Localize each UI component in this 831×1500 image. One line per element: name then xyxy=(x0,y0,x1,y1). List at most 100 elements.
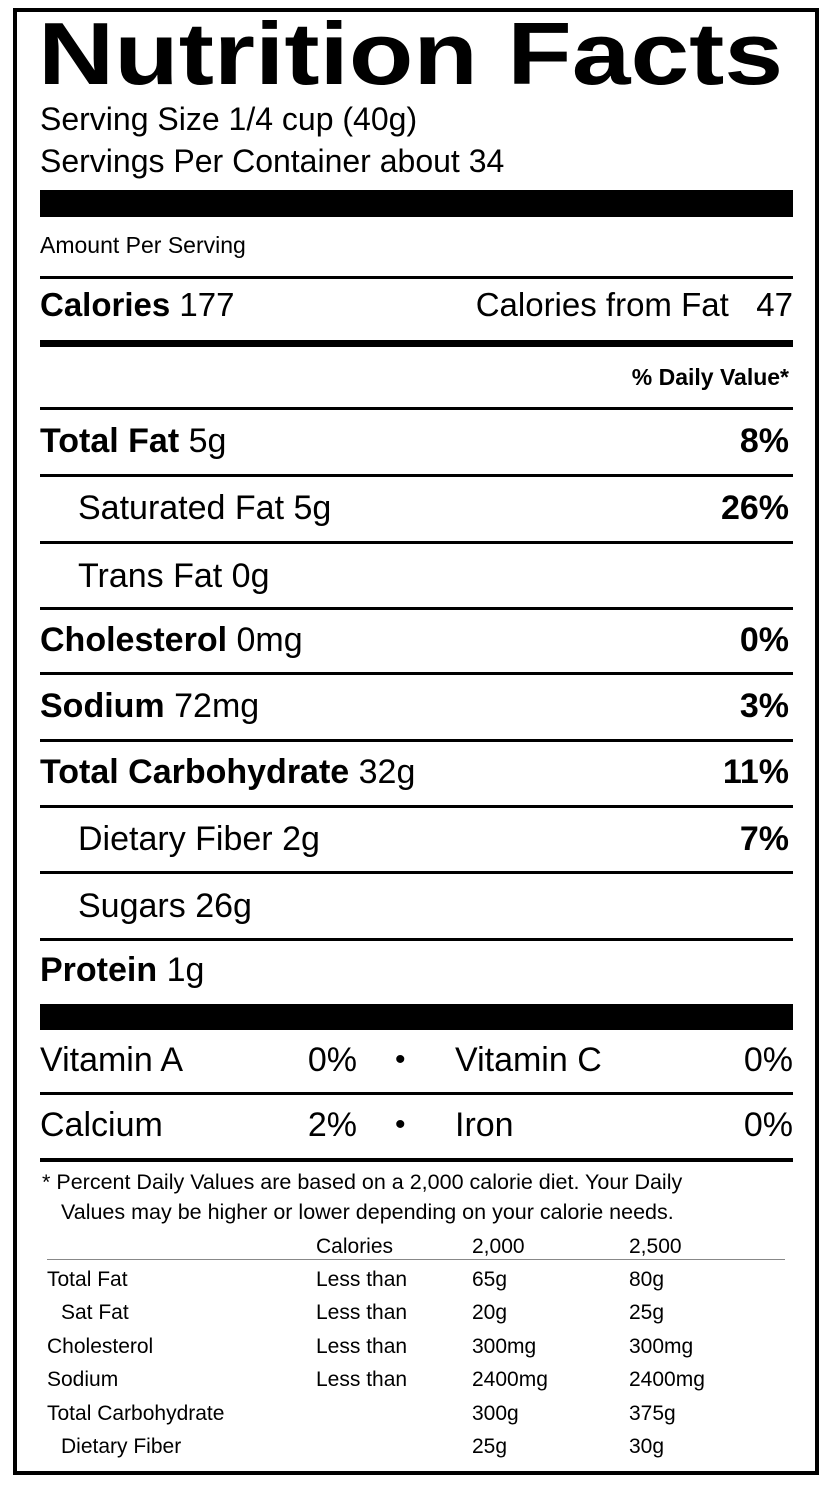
nutrient-amount: 26g xyxy=(195,887,252,925)
table-cell: 300mg xyxy=(472,1334,537,1358)
nutrient-label-group: Sodium 72mg xyxy=(40,686,259,726)
table-cell: 65g xyxy=(472,1268,508,1291)
table-header: 2,500 xyxy=(629,1235,682,1258)
daily-value-percent: 0% xyxy=(739,621,789,659)
divider xyxy=(40,1092,793,1095)
table-row-label: Sodium xyxy=(47,1368,119,1392)
table-cell: Less than xyxy=(316,1268,408,1291)
nutrient-name: Protein xyxy=(40,951,158,989)
table-cell: 2400mg xyxy=(629,1368,705,1392)
nutrient-amount: 0g xyxy=(231,557,270,595)
table-row-label: Dietary Fiber xyxy=(61,1435,182,1458)
nutrient-label-group: Total Fat 5g xyxy=(40,421,226,461)
nutrient-name: Sodium xyxy=(40,687,165,725)
divider xyxy=(40,871,793,874)
nutrient-label-group: Total Carbohydrate 32g xyxy=(40,752,415,792)
table-cell: Less than xyxy=(316,1301,408,1325)
nutrient-row: Sodium 72mg 3% xyxy=(40,686,793,726)
nutrient-name: Trans Fat xyxy=(78,557,223,595)
table-row-label: Total Carbohydrate xyxy=(47,1401,225,1425)
vitamin-value: 0% xyxy=(307,1041,357,1079)
footnote-asterisk: * xyxy=(42,1170,51,1194)
divider xyxy=(40,739,793,742)
thick-divider xyxy=(40,190,793,217)
divider xyxy=(40,805,793,808)
nutrient-name: Dietary Fiber xyxy=(78,820,273,858)
calories-from-fat-label: Calories from Fat xyxy=(475,286,729,323)
serving-size: Serving Size 1/4 cup (40g) xyxy=(40,101,418,137)
table-header: 2,000 xyxy=(472,1235,525,1258)
nutrient-name: Total Fat xyxy=(40,422,180,460)
nutrient-row: Cholesterol 0mg 0% xyxy=(40,620,793,660)
vitamin-label: Calcium xyxy=(40,1106,163,1144)
table-cell: 2400mg xyxy=(472,1368,548,1392)
bullet-icon: • xyxy=(395,1043,406,1076)
vitamin-label: Vitamin A xyxy=(40,1041,184,1079)
nutrient-name: Cholesterol xyxy=(40,621,228,659)
divider xyxy=(40,474,793,477)
nutrient-row: Protein 1g xyxy=(40,950,793,990)
vitamin-value: 0% xyxy=(743,1041,793,1079)
label-title: Nutrition Facts xyxy=(38,4,784,103)
divider xyxy=(40,1158,793,1162)
calories-row: Calories 177 Calories from Fat 47 xyxy=(40,285,793,325)
nutrient-row: Trans Fat 0g xyxy=(40,556,793,596)
footnote-line-2: Values may be higher or lower depending … xyxy=(61,1200,674,1224)
calories-label: Calories xyxy=(40,286,171,323)
table-header: Calories xyxy=(316,1235,394,1258)
medium-divider xyxy=(40,340,793,347)
divider xyxy=(40,672,793,675)
nutrient-amount: 1g xyxy=(166,951,205,989)
footnote-line-1: * Percent Daily Values are based on a 2,… xyxy=(42,1168,682,1196)
table-cell: Less than xyxy=(316,1368,408,1392)
nutrient-label-group: Trans Fat 0g xyxy=(78,556,270,596)
nutrient-row: Total Carbohydrate 32g 11% xyxy=(40,752,793,792)
vitamin-value: 0% xyxy=(743,1106,793,1144)
table-cell: 300g xyxy=(472,1401,519,1425)
table-cell: 80g xyxy=(629,1268,665,1291)
table-cell: 25g xyxy=(472,1435,508,1458)
daily-value-percent: 7% xyxy=(739,820,789,858)
nutrient-row: Dietary Fiber 2g 7% xyxy=(40,819,793,859)
nutrient-amount: 5g xyxy=(293,489,332,527)
vitamin-label: Iron xyxy=(455,1106,514,1144)
daily-value-header: % Daily Value* xyxy=(631,364,789,390)
calories-from-fat-value: 47 xyxy=(756,286,793,323)
table-cell: 25g xyxy=(629,1301,665,1325)
vitamin-label: Vitamin C xyxy=(455,1041,602,1079)
calories-value: 177 xyxy=(179,286,235,323)
table-cell: 20g xyxy=(472,1301,508,1325)
nutrient-name: Total Carbohydrate xyxy=(40,753,350,791)
nutrient-amount: 2g xyxy=(282,820,320,858)
daily-value-percent: 11% xyxy=(722,753,789,791)
table-cell: 300mg xyxy=(629,1334,694,1358)
divider xyxy=(40,276,793,279)
divider xyxy=(40,407,793,410)
daily-value-percent: 26% xyxy=(720,489,789,527)
nutrient-row: Total Fat 5g 8% xyxy=(40,421,793,461)
nutrient-amount: 0mg xyxy=(236,621,303,659)
nutrient-row: Saturated Fat 5g 26% xyxy=(40,488,793,528)
nutrient-label-group: Protein 1g xyxy=(40,950,204,990)
nutrient-label-group: Dietary Fiber 2g xyxy=(78,819,320,859)
nutrient-amount: 32g xyxy=(358,753,416,791)
nutrient-label-group: Sugars 26g xyxy=(78,886,252,926)
table-row-label: Cholesterol xyxy=(47,1334,154,1358)
table-header-divider xyxy=(47,1259,785,1260)
table-cell: 30g xyxy=(629,1435,665,1458)
nutrient-name: Sugars xyxy=(78,887,186,925)
label-border xyxy=(13,8,819,1475)
divider xyxy=(40,938,793,941)
nutrient-row: Sugars 26g xyxy=(40,886,793,926)
vitamin-value: 2% xyxy=(307,1106,357,1144)
daily-value-percent: 8% xyxy=(739,422,789,460)
table-cell: Less than xyxy=(316,1334,408,1358)
servings-per-container: Servings Per Container about 34 xyxy=(40,143,505,179)
divider xyxy=(40,607,793,610)
daily-value-percent: 3% xyxy=(739,687,789,725)
table-cell: 375g xyxy=(629,1401,676,1425)
nutrient-name: Saturated Fat xyxy=(78,489,285,527)
table-row-label: Sat Fat xyxy=(61,1301,129,1325)
nutrient-label-group: Saturated Fat 5g xyxy=(78,488,331,528)
nutrient-amount: 5g xyxy=(188,422,227,460)
